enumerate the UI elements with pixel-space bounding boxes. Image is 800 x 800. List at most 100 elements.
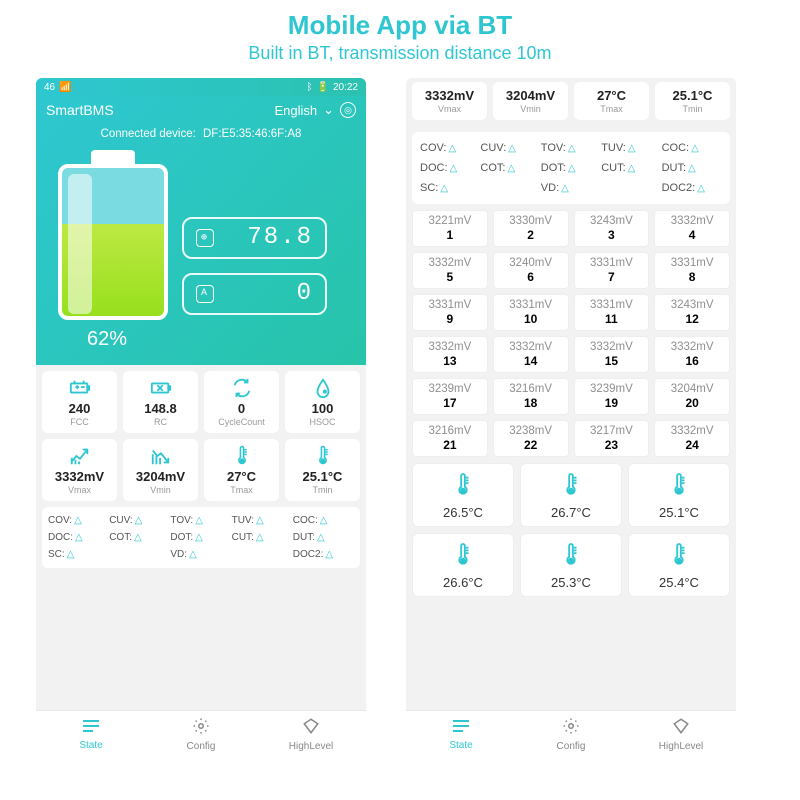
cell-voltage: 3332mV — [577, 341, 647, 353]
metric-card[interactable]: 3332mVVmax — [42, 439, 117, 501]
status-flag: CUV: △ — [109, 515, 170, 526]
metric-card[interactable]: 25.1°CTmin — [285, 439, 360, 501]
nav-highlevel[interactable]: HighLevel — [626, 711, 736, 758]
temp-value: 26.6°C — [415, 575, 511, 590]
status-flag: DOC: △ — [48, 532, 109, 543]
temp-card[interactable]: 26.7°C — [520, 463, 622, 527]
thermometer-icon — [523, 472, 619, 503]
temp-card[interactable]: 26.6°C — [412, 533, 514, 597]
nav-icon — [81, 718, 101, 739]
cell-card[interactable]: 3330mV2 — [493, 210, 569, 247]
battery-x-icon — [125, 377, 196, 399]
page-title: Mobile App via BT — [0, 10, 800, 41]
cell-card[interactable]: 3239mV19 — [574, 378, 650, 415]
metric-value: 3332mV — [44, 469, 115, 484]
cell-card[interactable]: 3238mV22 — [493, 420, 569, 457]
cell-number: 6 — [496, 270, 566, 284]
cell-card[interactable]: 3331mV8 — [654, 252, 730, 289]
status-flag: TUV: △ — [232, 515, 293, 526]
triangle-icon: △ — [256, 532, 264, 543]
metric-card[interactable]: 27°CTmax — [204, 439, 279, 501]
nav-highlevel[interactable]: HighLevel — [256, 711, 366, 758]
cell-card[interactable]: 3332mV14 — [493, 336, 569, 373]
status-flag: VD: △ — [541, 182, 601, 194]
metric-card[interactable]: 100HSOC — [285, 371, 360, 433]
cell-number: 8 — [657, 270, 727, 284]
metric-label: FCC — [44, 417, 115, 427]
triangle-icon: △ — [450, 163, 458, 174]
metric-label: Tmax — [576, 104, 647, 114]
temp-card[interactable]: 25.4°C — [628, 533, 730, 597]
cell-card[interactable]: 3331mV10 — [493, 294, 569, 331]
battery-icon — [44, 377, 115, 399]
cell-card[interactable]: 3332mV24 — [654, 420, 730, 457]
chevron-down-icon[interactable]: ⌄ — [323, 102, 334, 118]
triangle-icon: △ — [440, 183, 448, 194]
metric-card[interactable]: 240FCC — [42, 371, 117, 433]
cell-card[interactable]: 3216mV21 — [412, 420, 488, 457]
cell-voltage: 3332mV — [496, 341, 566, 353]
cell-voltage: 3332mV — [657, 425, 727, 437]
cell-card[interactable]: 3331mV11 — [574, 294, 650, 331]
cell-voltage: 3239mV — [415, 383, 485, 395]
triangle-icon: △ — [568, 143, 576, 154]
status-flag: COV: △ — [420, 142, 480, 154]
metric-card[interactable]: 3332mVVmax — [412, 82, 487, 120]
triangle-icon: △ — [195, 515, 203, 526]
metric-card[interactable]: 3204mVVmin — [493, 82, 568, 120]
metric-value: 25.1°C — [657, 88, 728, 103]
nav-config[interactable]: Config — [516, 711, 626, 758]
nav-state[interactable]: State — [406, 711, 516, 758]
status-flag: TUV: △ — [601, 142, 661, 154]
triangle-icon: △ — [256, 515, 264, 526]
cell-card[interactable]: 3332mV5 — [412, 252, 488, 289]
cell-card[interactable]: 3216mV18 — [493, 378, 569, 415]
cycle-icon — [206, 377, 277, 399]
cell-card[interactable]: 3332mV4 — [654, 210, 730, 247]
status-flag: DUT: △ — [662, 162, 722, 174]
temp-value: 25.4°C — [631, 575, 727, 590]
temp-card[interactable]: 26.5°C — [412, 463, 514, 527]
triangle-icon: △ — [195, 532, 203, 543]
nav-config[interactable]: Config — [146, 711, 256, 758]
cell-card[interactable]: 3331mV9 — [412, 294, 488, 331]
gauge-icon: ⊕ — [196, 229, 214, 247]
triangle-icon: △ — [134, 532, 142, 543]
cell-card[interactable]: 3221mV1 — [412, 210, 488, 247]
status-flag: TOV: △ — [170, 515, 231, 526]
language-selector[interactable]: English — [274, 103, 317, 118]
cell-card[interactable]: 3217mV23 — [574, 420, 650, 457]
metric-label: RC — [125, 417, 196, 427]
status-flag: DOC2: △ — [293, 549, 354, 560]
cell-card[interactable]: 3240mV6 — [493, 252, 569, 289]
cell-card[interactable]: 3204mV20 — [654, 378, 730, 415]
metric-value: 3204mV — [495, 88, 566, 103]
metric-card[interactable]: 25.1°CTmin — [655, 82, 730, 120]
metric-card[interactable]: 3204mVVmin — [123, 439, 198, 501]
cell-card[interactable]: 3243mV3 — [574, 210, 650, 247]
status-flag: COC: △ — [293, 515, 354, 526]
cell-card[interactable]: 3332mV15 — [574, 336, 650, 373]
triangle-icon: △ — [325, 549, 333, 560]
cell-voltage: 3331mV — [657, 257, 727, 269]
status-flag — [109, 549, 170, 560]
temp-card[interactable]: 25.1°C — [628, 463, 730, 527]
page-subtitle: Built in BT, transmission distance 10m — [0, 43, 800, 64]
target-icon[interactable]: ◎ — [340, 102, 356, 118]
carrier-text: 46 — [44, 82, 55, 93]
metric-value: 100 — [287, 401, 358, 416]
metric-card[interactable]: 148.8RC — [123, 371, 198, 433]
cell-number: 14 — [496, 354, 566, 368]
cell-number: 3 — [577, 228, 647, 242]
cell-card[interactable]: 3243mV12 — [654, 294, 730, 331]
cell-card[interactable]: 3332mV16 — [654, 336, 730, 373]
status-flag: VD: △ — [170, 549, 231, 560]
metric-card[interactable]: 0CycleCount — [204, 371, 279, 433]
cell-card[interactable]: 3332mV13 — [412, 336, 488, 373]
metric-card[interactable]: 27°CTmax — [574, 82, 649, 120]
temp-card[interactable]: 25.3°C — [520, 533, 622, 597]
cell-number: 16 — [657, 354, 727, 368]
cell-card[interactable]: 3331mV7 — [574, 252, 650, 289]
nav-state[interactable]: State — [36, 711, 146, 758]
cell-card[interactable]: 3239mV17 — [412, 378, 488, 415]
